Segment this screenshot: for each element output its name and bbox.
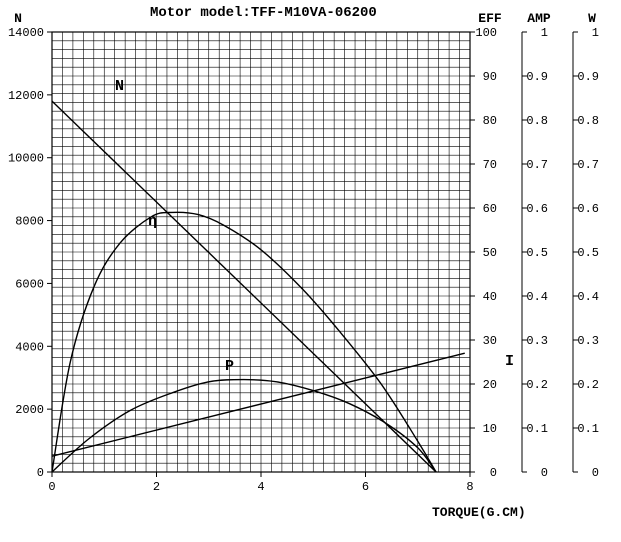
bottom-axis: 0 2 4 6 8 [48,472,473,494]
svg-text:0.9: 0.9 [577,70,599,84]
curve-η [52,212,436,472]
svg-text:N: N [14,11,22,26]
svg-text:1: 1 [541,26,548,40]
svg-text:0.5: 0.5 [577,246,599,260]
x-axis-title: TORQUE(G.CM) [432,505,526,520]
svg-text:2000: 2000 [15,403,44,417]
left-axis: N 0 2000 4000 6000 8000 10000 12000 14000 [8,11,52,480]
curve-N [52,101,436,472]
svg-text:0: 0 [592,466,599,480]
curve-labels: Nη P I [115,78,514,375]
svg-text:AMP: AMP [527,11,551,26]
svg-text:0: 0 [48,480,55,494]
svg-text:0.1: 0.1 [526,422,548,436]
svg-text:0: 0 [541,466,548,480]
svg-text:0.5: 0.5 [526,246,548,260]
svg-text:0.9: 0.9 [526,70,548,84]
svg-text:0.1: 0.1 [577,422,599,436]
svg-text:8000: 8000 [15,215,44,229]
curves [52,101,465,472]
svg-text:60: 60 [483,202,497,216]
svg-text:4000: 4000 [15,340,44,354]
svg-text:0.2: 0.2 [526,378,548,392]
curve-label-P: P [225,358,234,375]
svg-text:0.3: 0.3 [577,334,599,348]
curve-label-I: I [505,353,514,370]
svg-text:0.2: 0.2 [577,378,599,392]
svg-text:0.7: 0.7 [577,158,599,172]
svg-text:0.7: 0.7 [526,158,548,172]
svg-text:1: 1 [592,26,599,40]
svg-text:20: 20 [483,378,497,392]
motor-chart: Motor model:TFF-M10VA-06200 N02000400060… [0,0,621,542]
svg-text:EFF: EFF [478,11,502,26]
svg-text:14000: 14000 [8,26,44,40]
svg-text:0.4: 0.4 [526,290,548,304]
svg-text:6000: 6000 [15,277,44,291]
svg-text:50: 50 [483,246,497,260]
svg-text:6: 6 [362,480,369,494]
svg-text:10000: 10000 [8,152,44,166]
svg-text:0.8: 0.8 [577,114,599,128]
chart-title: Motor model:TFF-M10VA-06200 [150,5,377,21]
svg-text:4: 4 [257,480,264,494]
svg-text:0.3: 0.3 [526,334,548,348]
svg-text:0.8: 0.8 [526,114,548,128]
svg-text:W: W [588,11,596,26]
svg-text:10: 10 [483,422,497,436]
right-axes: EFF0102030405060708090100AMP00.10.20.30.… [470,11,599,480]
svg-text:0.6: 0.6 [577,202,599,216]
svg-text:2: 2 [153,480,160,494]
svg-text:8: 8 [466,480,473,494]
svg-text:0: 0 [490,466,497,480]
svg-text:40: 40 [483,290,497,304]
svg-text:30: 30 [483,334,497,348]
svg-text:80: 80 [483,114,497,128]
svg-text:0: 0 [37,466,44,480]
curve-label-N: N [115,78,124,95]
curve-label-η: η [148,213,157,230]
grid [52,32,470,472]
svg-text:90: 90 [483,70,497,84]
curve-P [52,380,436,472]
svg-text:0.6: 0.6 [526,202,548,216]
svg-text:0.4: 0.4 [577,290,599,304]
svg-text:70: 70 [483,158,497,172]
svg-text:12000: 12000 [8,89,44,103]
svg-text:100: 100 [475,26,497,40]
